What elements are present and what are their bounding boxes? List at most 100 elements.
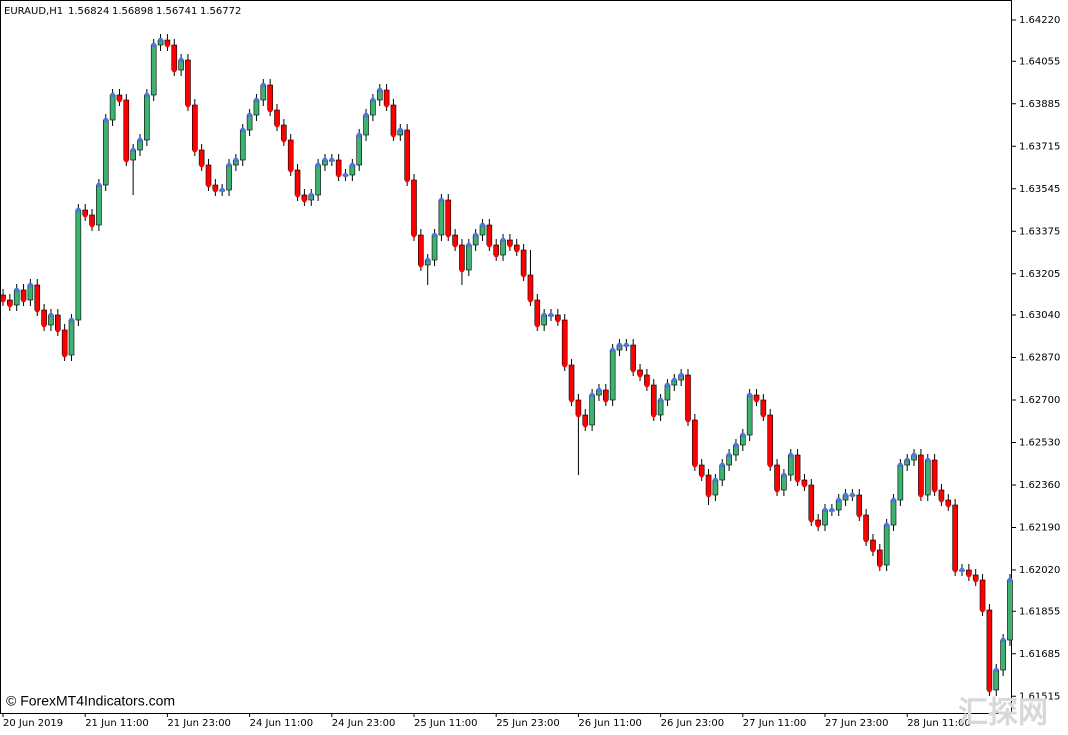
- signal-dot: [952, 567, 958, 573]
- signal-dot: [582, 422, 588, 428]
- candle-body: [61, 329, 68, 356]
- signal-dot: [89, 222, 95, 228]
- signal-dot: [1000, 637, 1006, 643]
- candle-body: [856, 494, 863, 516]
- signal-dot: [226, 162, 232, 168]
- info-low: 1.56741: [156, 6, 197, 17]
- signal-dot: [788, 452, 794, 458]
- y-tick-label: 1.62020: [1019, 565, 1060, 576]
- signal-dot: [658, 397, 663, 403]
- signal-dot: [439, 197, 444, 203]
- y-tick-label: 1.62870: [1019, 353, 1060, 364]
- y-tick-label: 1.61855: [1019, 606, 1060, 617]
- y-tick-label: 1.64220: [1019, 15, 1060, 26]
- signal-dot: [514, 247, 520, 253]
- signal-dot: [671, 377, 677, 383]
- candle-body: [952, 504, 958, 571]
- x-tick-label: 21 Jun 23:00: [167, 718, 231, 729]
- signal-dot: [158, 37, 163, 43]
- signal-dot: [295, 192, 300, 198]
- candle-body: [863, 514, 869, 541]
- signal-dot: [541, 312, 547, 318]
- signal-dot: [500, 237, 506, 243]
- signal-dot: [493, 252, 499, 258]
- y-tick-label: 1.62190: [1019, 523, 1060, 534]
- signal-dot: [706, 492, 711, 498]
- signal-dot: [370, 97, 376, 103]
- signal-dot: [808, 517, 814, 523]
- signal-dot: [260, 82, 266, 88]
- signal-dot: [836, 497, 842, 503]
- signal-dot: [932, 487, 937, 493]
- signal-dot: [884, 522, 890, 528]
- signal-dot: [980, 607, 985, 613]
- signal-dot: [199, 162, 205, 168]
- signal-dot: [521, 272, 526, 278]
- signal-dot: [815, 522, 821, 528]
- plot-frame: [0, 0, 1012, 714]
- signal-dot: [891, 497, 896, 503]
- candle-body: [418, 234, 424, 266]
- signal-dot: [14, 287, 20, 293]
- signal-dot: [123, 157, 129, 163]
- signal-dot: [336, 172, 342, 178]
- signal-dot: [877, 562, 883, 568]
- signal-dot: [630, 367, 636, 373]
- candle-body: [897, 464, 904, 501]
- candle-body: [205, 164, 212, 186]
- y-tick-label: 1.63375: [1019, 226, 1060, 237]
- signal-dot: [473, 232, 479, 238]
- candle-body: [918, 454, 924, 496]
- signal-dot: [569, 397, 574, 403]
- candle-body: [390, 104, 397, 136]
- candle-body: [705, 474, 712, 496]
- signal-dot: [665, 382, 670, 388]
- signal-dot: [219, 187, 225, 193]
- signal-dot: [534, 322, 540, 328]
- signal-dot: [713, 477, 718, 483]
- signal-dot: [302, 197, 307, 203]
- candle-body: [315, 164, 321, 196]
- candle-body: [979, 579, 986, 611]
- x-tick-label: 26 Jun 23:00: [661, 718, 725, 729]
- signal-dot: [507, 242, 513, 248]
- signal-dot: [843, 492, 848, 498]
- candle-body: [356, 134, 363, 166]
- signal-dot: [247, 112, 253, 118]
- signal-dot: [651, 412, 657, 418]
- signal-dot: [644, 382, 650, 388]
- signal-dot: [404, 177, 410, 183]
- signal-dot: [480, 222, 485, 228]
- y-tick-label: 1.63545: [1019, 184, 1060, 195]
- candle-body: [589, 394, 595, 426]
- signal-dot: [41, 322, 47, 328]
- x-tick-label: 21 Jun 11:00: [85, 718, 149, 729]
- candle-body: [692, 419, 698, 466]
- signal-dot: [754, 397, 759, 403]
- y-tick-label: 1.62700: [1019, 395, 1060, 406]
- y-tick-label: 1.61685: [1019, 649, 1060, 660]
- y-tick-label: 1.64055: [1019, 56, 1060, 67]
- candle-body: [986, 609, 993, 691]
- signal-dot: [548, 312, 554, 318]
- x-tick-label: 28 Jun 11:00: [907, 718, 971, 729]
- signal-dot: [726, 452, 732, 458]
- candle-body: [561, 319, 568, 366]
- candle-body: [185, 59, 191, 106]
- signal-dot: [685, 417, 691, 423]
- info-high: 1.56898: [112, 6, 153, 17]
- y-tick-label: 1.62360: [1019, 480, 1060, 491]
- signal-dot: [206, 182, 211, 188]
- signal-dot: [315, 162, 321, 168]
- signal-dot: [397, 127, 403, 133]
- candle-body: [931, 459, 938, 491]
- signal-dot: [966, 572, 972, 578]
- candle-body: [102, 119, 109, 186]
- candle-body: [609, 349, 616, 401]
- signal-dot: [973, 577, 979, 583]
- candle-body: [746, 394, 753, 436]
- signal-dot: [740, 432, 746, 438]
- signal-dot: [137, 137, 143, 143]
- signal-dot: [939, 497, 944, 503]
- signal-dot: [945, 502, 951, 508]
